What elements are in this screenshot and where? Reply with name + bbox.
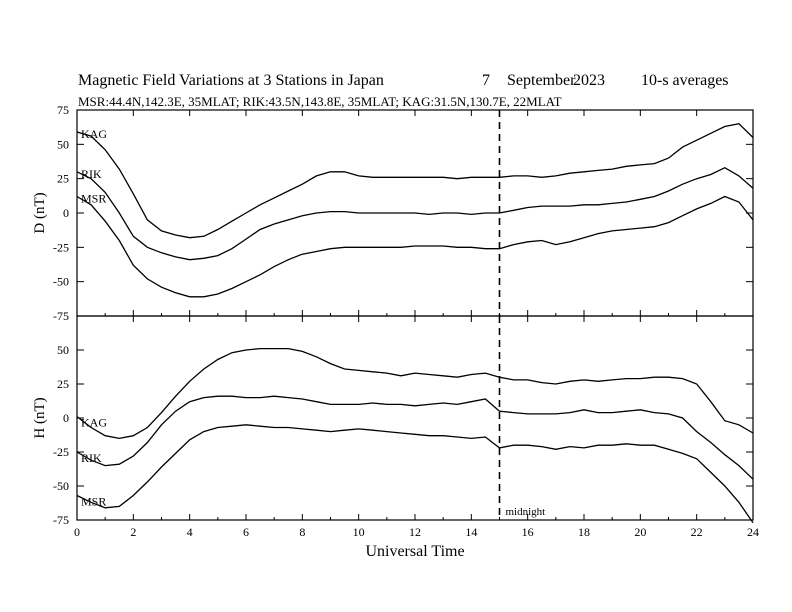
- title-averaging: 10-s averages: [641, 72, 729, 89]
- bottom-series-label-rik: RIK: [81, 451, 102, 465]
- bottom-ytick-label: -75: [53, 513, 69, 527]
- top-ytick-label: 0: [63, 206, 69, 220]
- bottom-series-rik: [76, 395, 754, 480]
- xlabel: Universal Time: [365, 543, 464, 560]
- top-ylabel: D (nT): [32, 192, 48, 233]
- title-month: September: [507, 72, 576, 89]
- midnight-label: midnight: [506, 506, 546, 518]
- xtick-label: 12: [409, 525, 421, 539]
- xtick-label: 6: [243, 525, 249, 539]
- top-series-rik: [76, 166, 754, 261]
- bottom-ytick-label: -25: [53, 445, 69, 459]
- xtick-label: 4: [187, 525, 193, 539]
- bottom-series-label-kag: KAG: [81, 416, 107, 430]
- bottom-ytick-label: -50: [53, 479, 69, 493]
- top-series-kag: [76, 122, 754, 239]
- top-ytick-label: -50: [53, 275, 69, 289]
- top-series-msr: [76, 195, 754, 298]
- xtick-label: 2: [130, 525, 136, 539]
- bottom-series-msr: [76, 424, 754, 524]
- bottom-series-kag: [76, 347, 754, 440]
- top-series-label-kag: KAG: [81, 127, 107, 141]
- chart-title: Magnetic Field Variations at 3 Stations …: [78, 72, 384, 89]
- bottom-ytick-label: 0: [63, 411, 69, 425]
- title-year: 2023: [573, 72, 605, 89]
- stations-subtitle: MSR:44.4N,142.3E, 35MLAT; RIK:43.5N,143.…: [78, 94, 562, 109]
- xtick-label: 20: [634, 525, 646, 539]
- xtick-label: 10: [353, 525, 365, 539]
- top-series-label-rik: RIK: [81, 167, 102, 181]
- top-ytick-label: 50: [57, 137, 69, 151]
- xtick-label: 18: [578, 525, 590, 539]
- xtick-label: 8: [299, 525, 305, 539]
- bottom-panel-frame: [76, 315, 754, 521]
- xtick-label: 0: [74, 525, 80, 539]
- xtick-label: 24: [747, 525, 759, 539]
- top-ytick-label: -75: [53, 309, 69, 323]
- top-ytick-label: -25: [53, 240, 69, 254]
- top-ytick-label: 75: [57, 103, 69, 117]
- bottom-ytick-label: 50: [57, 343, 69, 357]
- top-series-label-msr: MSR: [81, 192, 106, 206]
- xtick-label: 14: [465, 525, 477, 539]
- bottom-ylabel: H (nT): [32, 397, 48, 438]
- bottom-ytick-label: 25: [57, 377, 69, 391]
- bottom-series-label-msr: MSR: [81, 495, 106, 509]
- xtick-label: 22: [691, 525, 703, 539]
- xtick-label: 16: [522, 525, 534, 539]
- top-ytick-label: 25: [57, 172, 69, 186]
- title-day: 7: [482, 72, 490, 89]
